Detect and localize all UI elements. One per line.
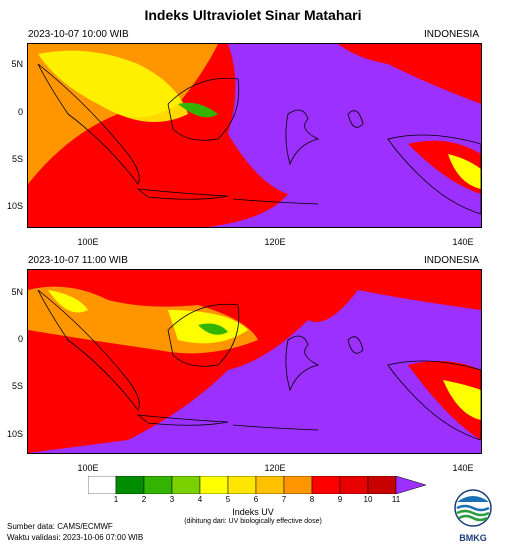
lon-tick-120e: 120E [264, 463, 286, 473]
colorbar-segment [367, 476, 397, 494]
lat-tick-5n: 5N [11, 59, 23, 69]
colorbar-tick-label: 7 [281, 495, 287, 504]
colorbar-segment [171, 476, 201, 494]
uv-yellow-area [38, 50, 188, 122]
colorbar-note: (dihitung dari: UV biologically effectiv… [184, 518, 322, 525]
uv-green-area [178, 102, 218, 118]
panel-1-region: INDONESIA [424, 29, 480, 40]
coast-papua [387, 134, 481, 215]
uv-map-10wib [27, 43, 482, 228]
coast-sumatra [37, 63, 140, 185]
uv-colorbar [88, 476, 427, 494]
lon-tick-140e: 140E [452, 237, 474, 247]
panel-2-region: INDONESIA [424, 255, 480, 266]
colorbar-segment [255, 476, 285, 494]
bmkg-logo-text: BMKG [459, 533, 487, 543]
colorbar-segment [88, 476, 117, 494]
uv-green-area [198, 323, 228, 335]
uv-yellow-area-papua [448, 154, 481, 189]
colorbar-segment [339, 476, 369, 494]
uv-yellow-area-papua [443, 380, 481, 420]
validation-time: Waktu validasi: 2023-10-06 07:00 WIB [7, 533, 144, 542]
lon-tick-120e: 120E [264, 237, 286, 247]
bmkg-logo-icon [454, 489, 492, 527]
coast-java [136, 188, 229, 200]
coastlines [37, 63, 481, 215]
coast-maluku [347, 336, 364, 354]
lat-tick-5s: 5S [11, 381, 23, 391]
colorbar-segment [143, 476, 173, 494]
lon-tick-100e: 100E [77, 237, 99, 247]
colorbar-tick-label: 8 [309, 495, 315, 504]
colorbar-tick-label: 4 [197, 495, 203, 504]
colorbar-tick-label: 9 [337, 495, 343, 504]
colorbar-segment [199, 476, 229, 494]
lon-tick-140e: 140E [452, 463, 474, 473]
colorbar-tick-label: 3 [169, 495, 175, 504]
lat-tick-10s: 10S [6, 429, 23, 439]
colorbar-tick-label: 1 [113, 495, 119, 504]
map-canvas [28, 44, 481, 227]
coastlines [37, 289, 481, 441]
coast-borneo [167, 303, 240, 367]
colorbar-segment [227, 476, 257, 494]
high-uv-area-ne [338, 44, 481, 104]
colorbar-tick-label: 2 [141, 495, 147, 504]
coast-maluku [347, 110, 364, 128]
coast-borneo [167, 77, 240, 141]
uv-map-11wib [27, 269, 482, 454]
colorbar-tick-label: 11 [391, 495, 401, 504]
lat-tick-10s: 10S [6, 201, 23, 211]
lat-tick-0: 0 [17, 107, 23, 117]
colorbar-arrow [395, 476, 427, 494]
coast-sumatra [37, 289, 140, 411]
lon-tick-100e: 100E [77, 463, 99, 473]
coast-lesser-sunda [232, 424, 319, 431]
lat-tick-5n: 5N [11, 287, 23, 297]
bmkg-logo: BMKG [443, 488, 503, 543]
colorbar-title: Indeks UV [232, 507, 274, 517]
coast-java [136, 414, 229, 426]
colorbar-segment [311, 476, 341, 494]
uv-yellow-area [48, 290, 248, 344]
coast-sulawesi [285, 109, 320, 166]
panel-2-datetime: 2023-10-07 11:00 WIB [28, 255, 128, 266]
map-canvas [28, 270, 481, 453]
page-title: Indeks Ultraviolet Sinar Matahari [144, 7, 362, 23]
coast-lesser-sunda [232, 198, 319, 205]
colorbar-tick-label: 10 [363, 495, 373, 504]
high-uv-area-papua [408, 361, 481, 440]
coast-sulawesi [285, 335, 320, 392]
panel-1-datetime: 2023-10-07 10:00 WIB [28, 29, 129, 40]
colorbar-segment [115, 476, 145, 494]
data-source: Sumber data: CAMS/ECMWF [7, 522, 113, 531]
lat-tick-5s: 5S [11, 154, 23, 164]
coast-papua [387, 360, 481, 441]
colorbar-tick-label: 5 [225, 495, 231, 504]
high-uv-area-papua [408, 140, 481, 194]
colorbar-tick-label: 6 [253, 495, 259, 504]
lat-tick-0: 0 [17, 334, 23, 344]
colorbar-segment [283, 476, 313, 494]
